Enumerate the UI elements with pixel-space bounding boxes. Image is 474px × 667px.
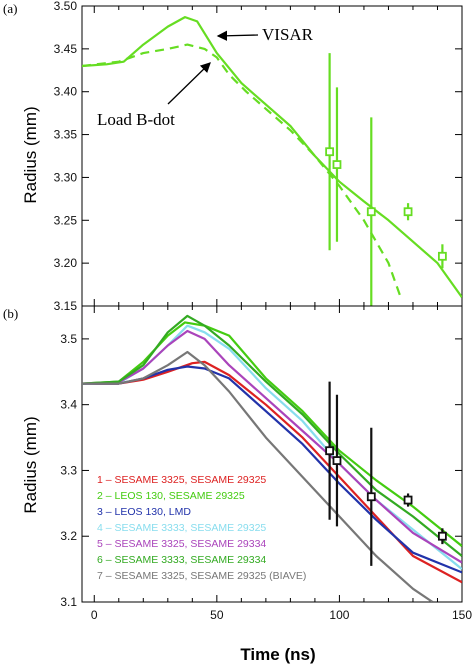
legend-entry-2: 2 – LEOS 130, SESAME 29325 — [97, 490, 245, 502]
legend-entry-7: 7 – SESAME 3325, SESAME 29325 (BIAVE) — [97, 570, 306, 582]
panel-a-y-axis-label: Radius (mm) — [21, 106, 40, 203]
panel-b-x-tick-label: 0 — [91, 608, 98, 622]
panel-a-data-point — [332, 160, 342, 169]
panel-a-series-line-1 — [82, 16, 462, 299]
panel-b-x-tick-label: 150 — [452, 608, 472, 622]
panel-a-series-line-2 — [82, 43, 402, 298]
panel-b-series-line-1 — [82, 360, 462, 584]
panel-b-y-tick-label: 3.4 — [60, 398, 77, 412]
legend-entry-4: 4 – SESAME 3333, SESAME 29325 — [97, 522, 266, 534]
panel-a-label: (a) — [3, 1, 17, 16]
legend: 1 – SESAME 3325, SESAME 29325 2 – LEOS 13… — [97, 474, 306, 582]
panel-b-y-tick-label: 3.5 — [60, 332, 77, 346]
panel-a-y-tick-label: 3.40 — [54, 85, 78, 99]
legend-entry-3: 3 – LEOS 130, LMD — [97, 506, 191, 518]
visar-arrow — [216, 30, 259, 41]
bdot-arrow — [167, 62, 211, 105]
panel-a-y-tick-label: 3.35 — [54, 128, 78, 142]
visar-annotation: VISAR — [262, 25, 314, 44]
panel-a-data-point — [437, 251, 447, 261]
panel-a-y-tick-label: 3.45 — [54, 42, 78, 56]
panel-b-series-line-7 — [82, 350, 434, 602]
panel-a-y-tick-label: 3.25 — [54, 213, 78, 227]
panel-b-label: (b) — [3, 306, 18, 321]
panel-b-data-point — [366, 492, 376, 502]
panel-b-x-tick-label: 50 — [210, 608, 224, 622]
legend-entry-1: 1 – SESAME 3325, SESAME 29325 — [97, 474, 266, 486]
legend-entry-6: 6 – SESAME 3333, SESAME 29334 — [97, 554, 266, 566]
panel-a-data-point — [403, 207, 413, 217]
panel-a-y-tick-label: 3.50 — [54, 0, 78, 13]
panel-b-data-point — [325, 446, 335, 456]
panel-b-y-tick-label: 3.2 — [60, 529, 77, 543]
panel-b-y-axis-label: Radius (mm) — [21, 416, 40, 513]
panel-a: 3.15 3.20 3.25 3.30 3.35 3.40 3.45 3.50 — [54, 0, 463, 313]
panel-b-data-point — [437, 531, 447, 541]
x-axis-label: Time (ns) — [240, 645, 315, 664]
panel-a-y-tick-label: 3.15 — [54, 299, 78, 313]
panel-a-data-point — [366, 207, 376, 217]
panel-b-series-line-6 — [82, 314, 462, 557]
panel-b-series-line-5 — [82, 329, 462, 564]
panel-a-plot-frame — [81, 5, 463, 307]
panel-b-data-point — [403, 495, 413, 505]
bdot-annotation: Load B-dot — [97, 110, 175, 129]
panel-b-y-tick-label: 3.1 — [60, 595, 77, 609]
panel-a-y-tick-label: 3.20 — [54, 256, 78, 270]
panel-a-data-point — [325, 147, 335, 157]
panel-b-plot-frame — [81, 305, 463, 603]
panel-b: 0 50 100 150 3.1 3.2 3.3 3.4 3.5 1 – SESAME 3325,… — [60, 305, 472, 622]
panel-b-series-line-2 — [82, 321, 462, 547]
panel-a-y-tick-label: 3.30 — [54, 170, 78, 184]
panel-b-y-tick-label: 3.3 — [60, 463, 77, 477]
legend-entry-5: 5 – SESAME 3325, SESAME 29334 — [97, 538, 266, 550]
panel-b-x-tick-label: 100 — [329, 608, 349, 622]
panel-b-data-point — [332, 456, 342, 465]
